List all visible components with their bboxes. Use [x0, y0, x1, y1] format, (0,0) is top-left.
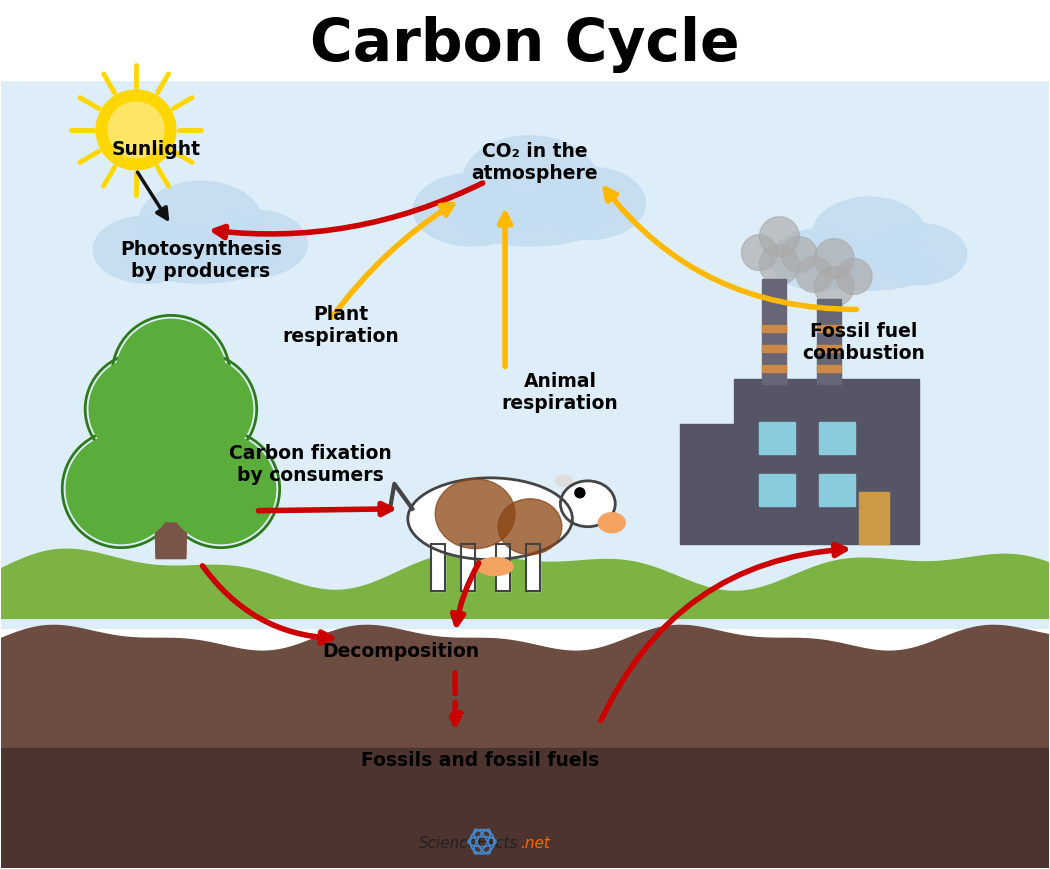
Ellipse shape	[771, 229, 869, 291]
Text: Carbon Cycle: Carbon Cycle	[310, 17, 740, 73]
Text: .net: .net	[520, 835, 550, 850]
Bar	[762, 280, 786, 385]
Ellipse shape	[449, 187, 610, 247]
Circle shape	[796, 257, 833, 293]
Bar	[461, 544, 476, 592]
Text: Fossil fuel
combustion: Fossil fuel combustion	[802, 322, 925, 362]
Ellipse shape	[414, 174, 530, 247]
Polygon shape	[1, 626, 1049, 867]
Bar	[432, 544, 445, 592]
Bar	[1, 2, 1049, 81]
Bar	[859, 492, 889, 544]
Text: Fossils and fossil fuels: Fossils and fossil fuels	[361, 751, 600, 770]
Bar	[817, 300, 841, 385]
Ellipse shape	[127, 229, 275, 284]
Text: Photosynthesis
by producers: Photosynthesis by producers	[120, 240, 281, 281]
Ellipse shape	[93, 217, 201, 284]
Ellipse shape	[801, 241, 937, 291]
Text: ScienceFacts: ScienceFacts	[419, 835, 518, 850]
Circle shape	[117, 320, 226, 429]
Ellipse shape	[812, 198, 926, 275]
Circle shape	[836, 259, 873, 295]
Ellipse shape	[139, 182, 264, 266]
Polygon shape	[153, 420, 189, 559]
Circle shape	[89, 358, 193, 461]
Bar	[432, 544, 445, 592]
Bar	[461, 544, 476, 592]
Circle shape	[814, 268, 854, 307]
Ellipse shape	[202, 211, 308, 278]
Circle shape	[166, 434, 276, 544]
Text: Sunlight: Sunlight	[111, 140, 201, 159]
FancyArrowPatch shape	[605, 189, 857, 310]
Bar	[759, 422, 795, 454]
Text: Carbon fixation
by consumers: Carbon fixation by consumers	[229, 444, 392, 485]
Circle shape	[574, 488, 585, 498]
Bar	[819, 422, 855, 454]
Ellipse shape	[407, 478, 572, 560]
FancyArrowPatch shape	[453, 563, 479, 625]
Circle shape	[814, 239, 854, 279]
FancyArrowPatch shape	[601, 545, 845, 720]
Circle shape	[103, 387, 238, 522]
Bar	[762, 326, 786, 333]
Ellipse shape	[870, 224, 967, 285]
Ellipse shape	[436, 480, 516, 549]
Circle shape	[108, 103, 164, 159]
Text: Animal
respiration: Animal respiration	[502, 371, 618, 412]
Text: Plant
respiration: Plant respiration	[282, 304, 399, 346]
Bar	[1, 748, 1049, 867]
Bar	[759, 474, 795, 506]
Ellipse shape	[531, 168, 646, 240]
Circle shape	[741, 235, 777, 271]
Text: CO₂ in the
atmosphere: CO₂ in the atmosphere	[471, 143, 598, 183]
Circle shape	[149, 358, 253, 461]
Bar	[496, 544, 510, 592]
Circle shape	[66, 434, 176, 544]
Ellipse shape	[498, 499, 562, 555]
Ellipse shape	[477, 558, 513, 576]
Circle shape	[759, 245, 799, 285]
Ellipse shape	[561, 481, 615, 527]
Bar	[1, 2, 1049, 628]
FancyArrowPatch shape	[203, 567, 332, 643]
Circle shape	[97, 91, 176, 170]
Bar	[734, 380, 919, 544]
FancyArrowPatch shape	[138, 173, 167, 220]
Ellipse shape	[555, 476, 572, 487]
Bar	[762, 346, 786, 353]
Bar	[679, 425, 734, 544]
Bar	[817, 326, 841, 333]
Ellipse shape	[598, 514, 625, 533]
Polygon shape	[1, 549, 1049, 619]
FancyArrowPatch shape	[500, 215, 510, 367]
FancyArrowPatch shape	[449, 673, 461, 724]
Bar	[817, 346, 841, 353]
Bar	[817, 366, 841, 373]
Ellipse shape	[463, 136, 597, 228]
Bar	[496, 544, 510, 592]
Circle shape	[759, 217, 799, 257]
Bar	[762, 366, 786, 373]
FancyArrowPatch shape	[215, 184, 483, 238]
Bar	[526, 544, 540, 592]
Text: Decomposition: Decomposition	[321, 641, 479, 660]
FancyArrowPatch shape	[258, 504, 392, 515]
Circle shape	[781, 237, 817, 273]
FancyArrowPatch shape	[332, 205, 453, 318]
Bar	[819, 474, 855, 506]
Bar	[526, 544, 540, 592]
